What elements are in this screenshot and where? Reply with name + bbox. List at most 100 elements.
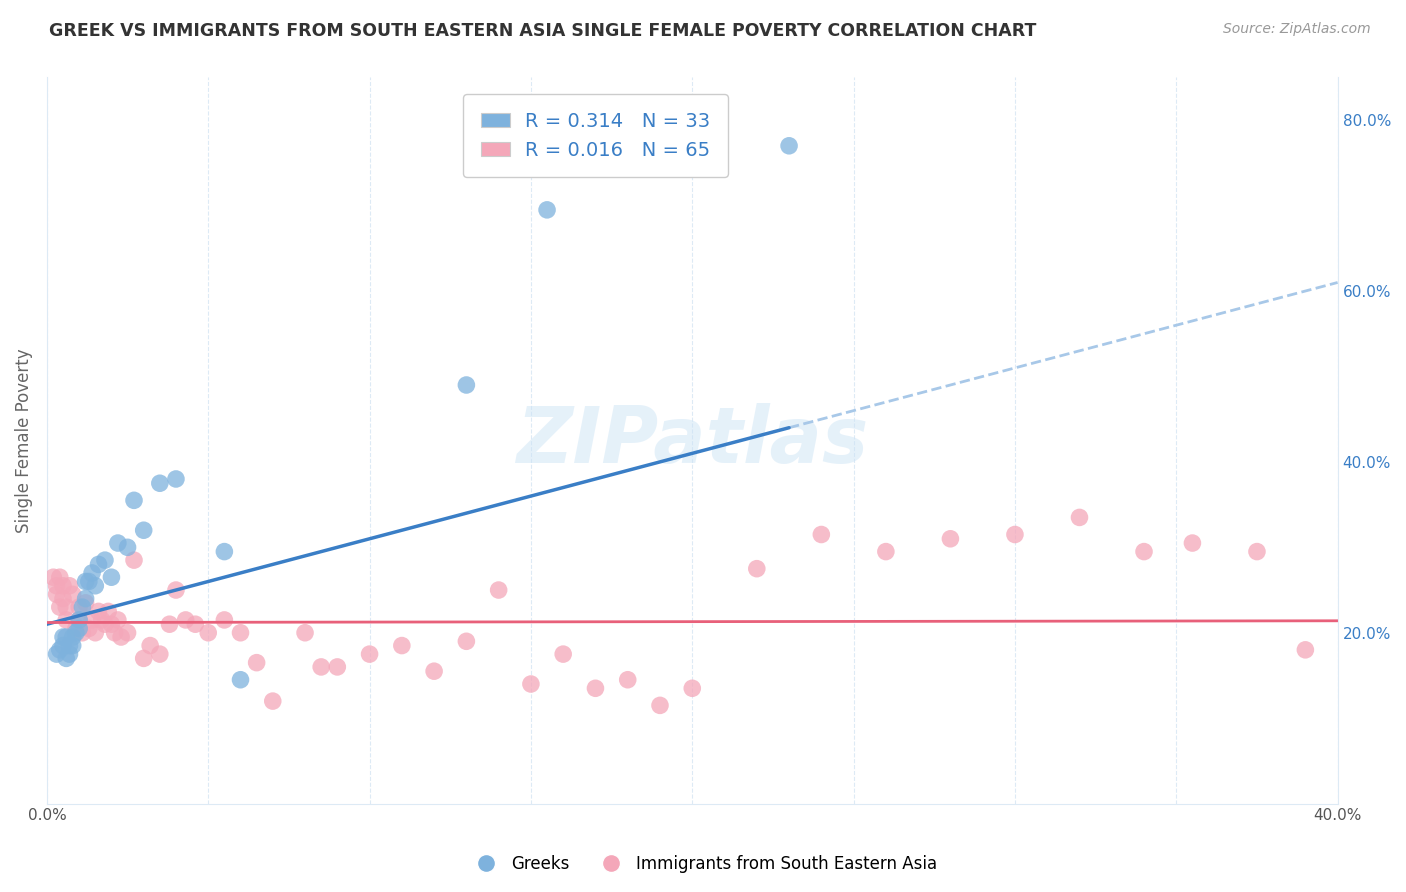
Point	[184, 617, 207, 632]
Point	[67, 622, 90, 636]
Point	[49, 570, 72, 584]
Point	[1294, 643, 1316, 657]
Point	[100, 570, 122, 584]
Point	[117, 625, 139, 640]
Point	[214, 544, 236, 558]
Point	[58, 647, 80, 661]
Y-axis label: Single Female Poverty: Single Female Poverty	[15, 348, 32, 533]
Point	[456, 378, 478, 392]
Point	[62, 639, 84, 653]
Point	[745, 562, 768, 576]
Point	[49, 643, 72, 657]
Point	[875, 544, 897, 558]
Point	[45, 579, 67, 593]
Point	[149, 647, 172, 661]
Point	[94, 617, 117, 632]
Point	[326, 660, 349, 674]
Point	[97, 604, 120, 618]
Point	[104, 625, 127, 640]
Point	[67, 600, 90, 615]
Point	[75, 596, 97, 610]
Point	[65, 625, 87, 640]
Legend: R = 0.314   N = 33, R = 0.016   N = 65: R = 0.314 N = 33, R = 0.016 N = 65	[463, 95, 728, 178]
Point	[616, 673, 638, 687]
Point	[423, 664, 446, 678]
Point	[87, 558, 110, 572]
Point	[67, 613, 90, 627]
Point	[58, 639, 80, 653]
Text: GREEK VS IMMIGRANTS FROM SOUTH EASTERN ASIA SINGLE FEMALE POVERTY CORRELATION CH: GREEK VS IMMIGRANTS FROM SOUTH EASTERN A…	[49, 22, 1036, 40]
Point	[77, 574, 100, 589]
Point	[246, 656, 269, 670]
Point	[55, 651, 77, 665]
Point	[810, 527, 832, 541]
Point	[132, 651, 155, 665]
Point	[65, 622, 87, 636]
Point	[165, 582, 187, 597]
Text: ZIPatlas: ZIPatlas	[516, 402, 869, 478]
Point	[139, 639, 162, 653]
Point	[488, 582, 510, 597]
Point	[229, 673, 252, 687]
Point	[107, 536, 129, 550]
Point	[42, 570, 65, 584]
Point	[72, 600, 94, 615]
Point	[520, 677, 543, 691]
Point	[585, 681, 607, 696]
Point	[456, 634, 478, 648]
Point	[132, 523, 155, 537]
Point	[262, 694, 284, 708]
Point	[553, 647, 575, 661]
Point	[359, 647, 381, 661]
Point	[77, 622, 100, 636]
Point	[55, 613, 77, 627]
Point	[1004, 527, 1026, 541]
Point	[165, 472, 187, 486]
Point	[84, 625, 107, 640]
Point	[55, 600, 77, 615]
Point	[681, 681, 703, 696]
Point	[75, 574, 97, 589]
Point	[159, 617, 181, 632]
Point	[229, 625, 252, 640]
Point	[122, 493, 145, 508]
Text: Source: ZipAtlas.com: Source: ZipAtlas.com	[1223, 22, 1371, 37]
Point	[1069, 510, 1091, 524]
Point	[391, 639, 413, 653]
Point	[90, 613, 112, 627]
Point	[80, 613, 103, 627]
Point	[62, 587, 84, 601]
Point	[62, 630, 84, 644]
Point	[45, 587, 67, 601]
Point	[939, 532, 962, 546]
Point	[1246, 544, 1268, 558]
Point	[67, 613, 90, 627]
Point	[52, 630, 75, 644]
Point	[122, 553, 145, 567]
Point	[58, 579, 80, 593]
Point	[197, 625, 219, 640]
Point	[174, 613, 197, 627]
Point	[149, 476, 172, 491]
Point	[87, 604, 110, 618]
Point	[94, 553, 117, 567]
Point	[45, 647, 67, 661]
Point	[52, 639, 75, 653]
Point	[117, 541, 139, 555]
Point	[648, 698, 671, 713]
Point	[49, 600, 72, 615]
Point	[72, 625, 94, 640]
Point	[309, 660, 332, 674]
Point	[55, 630, 77, 644]
Point	[778, 138, 800, 153]
Point	[84, 579, 107, 593]
Legend: Greeks, Immigrants from South Eastern Asia: Greeks, Immigrants from South Eastern As…	[463, 848, 943, 880]
Point	[52, 579, 75, 593]
Point	[1133, 544, 1156, 558]
Point	[80, 566, 103, 580]
Point	[107, 613, 129, 627]
Point	[100, 617, 122, 632]
Point	[75, 591, 97, 606]
Point	[110, 630, 132, 644]
Point	[214, 613, 236, 627]
